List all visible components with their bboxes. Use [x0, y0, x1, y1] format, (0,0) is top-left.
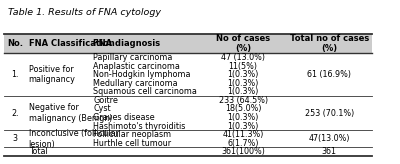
Text: FNA Classification: FNA Classification	[29, 39, 114, 48]
Text: 1.: 1.	[11, 70, 18, 79]
Text: 361(100%): 361(100%)	[221, 147, 265, 156]
Text: Positive for
malignancy: Positive for malignancy	[29, 65, 76, 84]
Text: 47 (13.0%): 47 (13.0%)	[221, 53, 265, 62]
Text: 41(11.3%): 41(11.3%)	[222, 130, 264, 139]
Text: 18(5.0%): 18(5.0%)	[225, 104, 261, 113]
Text: Graves disease: Graves disease	[93, 113, 155, 122]
Text: No.: No.	[7, 39, 23, 48]
Text: Table 1. Results of FNA cytology: Table 1. Results of FNA cytology	[8, 8, 161, 17]
Text: Non-Hodgkin lymphoma: Non-Hodgkin lymphoma	[93, 70, 191, 79]
Text: 6(1.7%): 6(1.7%)	[227, 139, 259, 148]
Text: Squamous cell carcinoma: Squamous cell carcinoma	[93, 87, 197, 96]
Text: 11(5%): 11(5%)	[229, 62, 258, 71]
Text: Hurthle cell tumour: Hurthle cell tumour	[93, 139, 172, 148]
Text: 3: 3	[12, 134, 17, 143]
Text: 61 (16.9%): 61 (16.9%)	[307, 70, 351, 79]
Text: 361: 361	[322, 147, 337, 156]
Text: Inconclusive (follicular
lesion): Inconclusive (follicular lesion)	[29, 129, 118, 149]
Text: Anaplastic carcinoma: Anaplastic carcinoma	[93, 62, 180, 71]
Text: Papillary carcinoma: Papillary carcinoma	[93, 53, 173, 62]
Text: Total: Total	[29, 147, 48, 156]
Text: Hashimoto's thyroiditis: Hashimoto's thyroiditis	[93, 122, 186, 131]
Text: 233 (64.5%): 233 (64.5%)	[218, 96, 268, 105]
Text: Medullary carcinoma: Medullary carcinoma	[93, 79, 178, 88]
Text: 1(0.3%): 1(0.3%)	[228, 79, 259, 88]
Text: Cyst: Cyst	[93, 104, 111, 113]
Bar	[4, 53, 372, 156]
Bar	[4, 34, 372, 53]
Text: FNA diagnosis: FNA diagnosis	[93, 39, 160, 48]
Text: 1(0.3%): 1(0.3%)	[228, 113, 259, 122]
Text: Negative for
malignancy (Benign): Negative for malignancy (Benign)	[29, 103, 112, 123]
Text: 1(0.3%): 1(0.3%)	[228, 70, 259, 79]
Text: 253 (70.1%): 253 (70.1%)	[305, 109, 354, 118]
Text: No of cases
(%): No of cases (%)	[216, 34, 270, 53]
Text: 2.: 2.	[11, 109, 18, 118]
Text: 1(0.3%): 1(0.3%)	[228, 87, 259, 96]
Text: 1(0.3%): 1(0.3%)	[228, 122, 259, 131]
Text: Follicular neoplasm: Follicular neoplasm	[93, 130, 172, 139]
Text: Total no of cases
(%): Total no of cases (%)	[290, 34, 369, 53]
Text: 47(13.0%): 47(13.0%)	[309, 134, 350, 143]
Text: Goitre: Goitre	[93, 96, 118, 105]
